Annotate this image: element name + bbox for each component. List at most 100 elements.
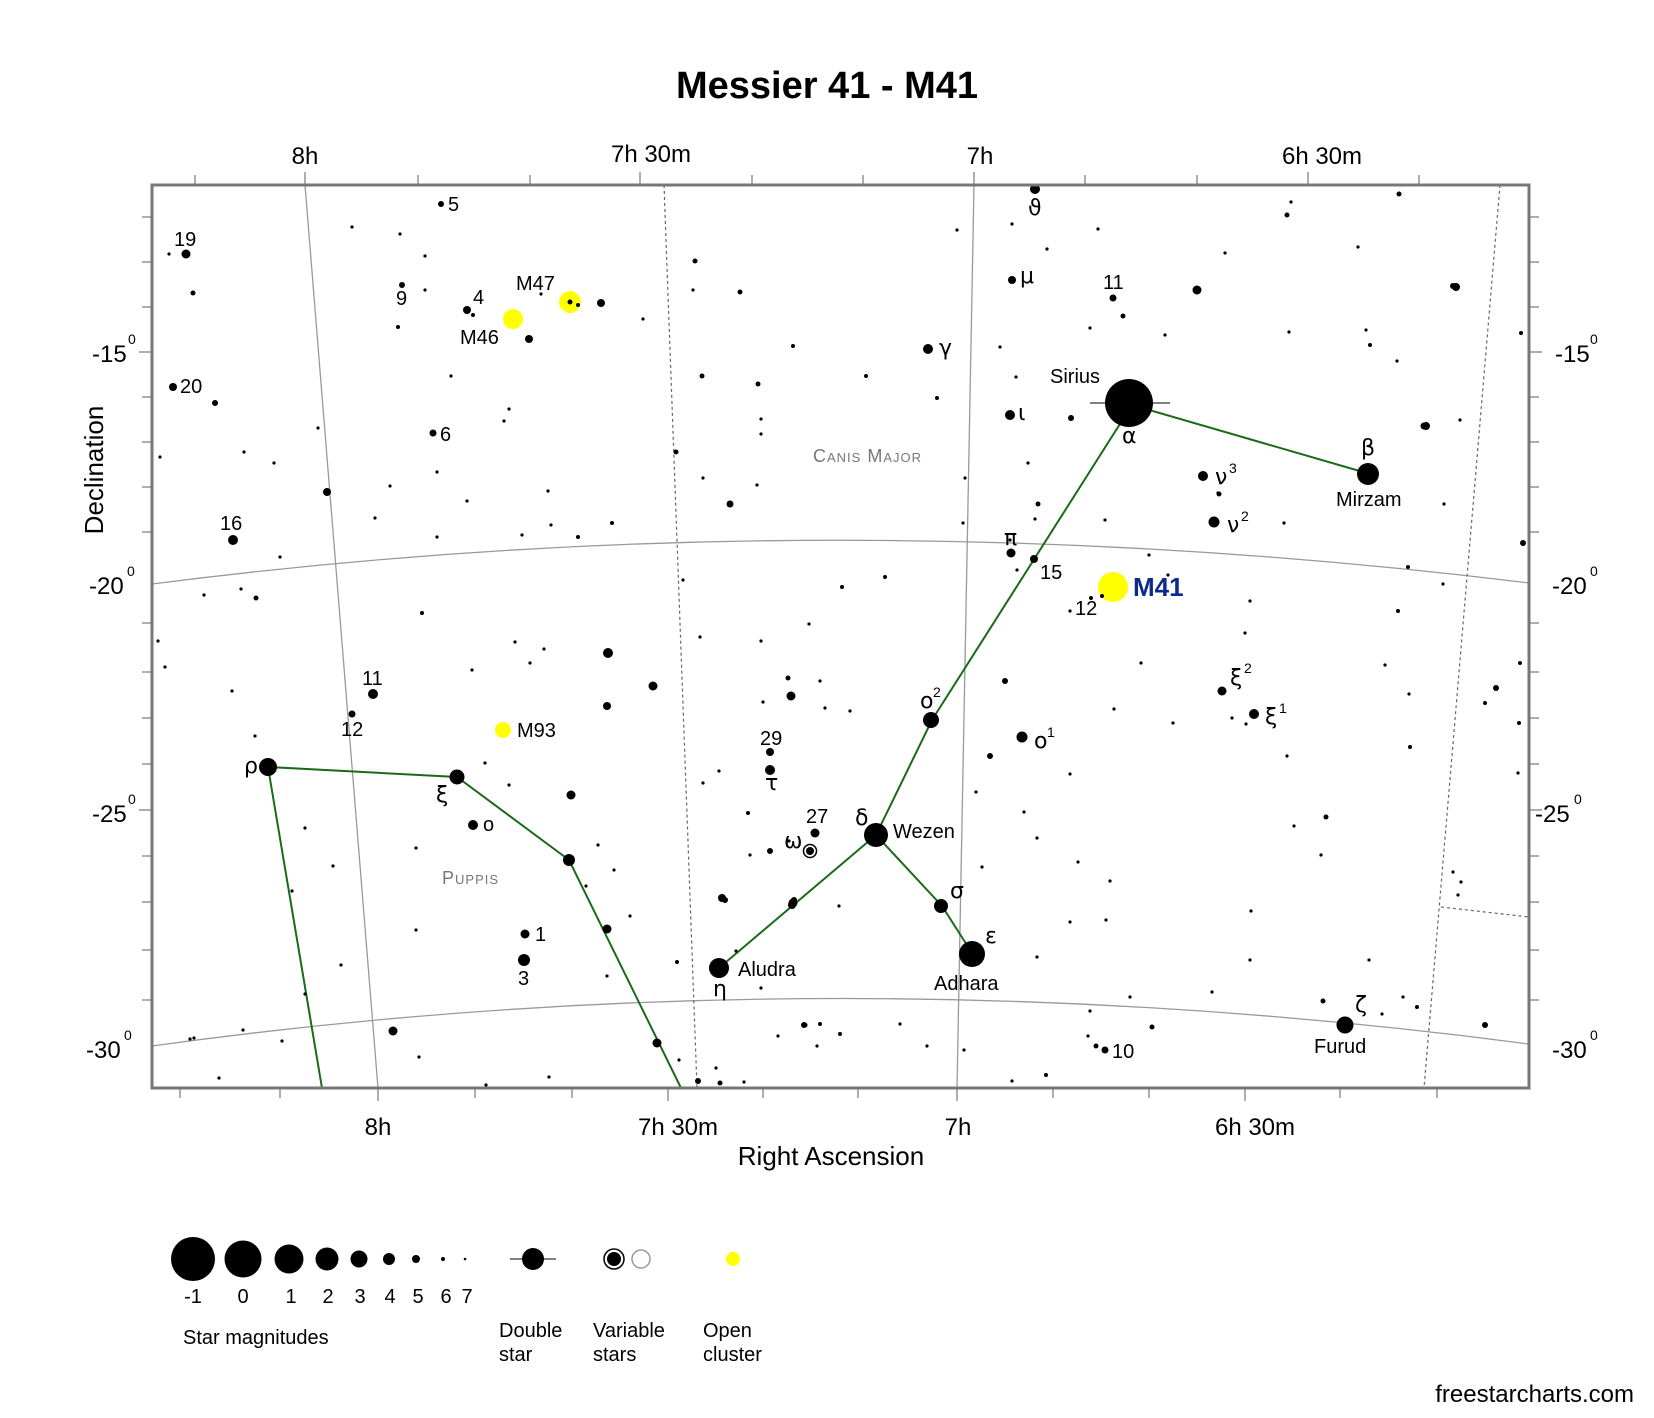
star-12-puppis — [348, 710, 356, 718]
label-eta: η — [713, 977, 727, 1002]
cluster-m46 — [503, 309, 523, 329]
dec-sup-m25-right: 0 — [1574, 791, 1582, 807]
label-theta: ϑ — [1028, 196, 1042, 221]
label-mu: μ — [1020, 264, 1034, 289]
canis-major-line-a — [718, 403, 1371, 969]
ra-top-label-7h: 7h — [967, 143, 994, 170]
label-sigma: σ — [950, 879, 964, 904]
legend-double-star-icon — [522, 1248, 544, 1270]
open-clusters — [495, 291, 1128, 738]
legend-variable-open — [631, 1249, 651, 1269]
label-adhara: Adhara — [934, 973, 999, 995]
star-theta — [1030, 185, 1040, 194]
label-5: 5 — [448, 194, 459, 216]
puppis-line-a — [266, 765, 682, 1088]
legend-mag-2 — [315, 1247, 339, 1271]
label-iota: ι — [1018, 401, 1025, 426]
label-15: 15 — [1040, 562, 1062, 584]
label-sirius: Sirius — [1050, 366, 1100, 388]
faint-stars — [156, 191, 1526, 1087]
legend-mag-1 — [274, 1244, 304, 1274]
ra-top-label-8h: 8h — [292, 143, 319, 170]
ra-line-7h — [956, 185, 975, 1088]
label-beta: β — [1361, 436, 1375, 461]
legend-mag-0 — [224, 1240, 262, 1278]
star-furud — [1336, 1016, 1354, 1034]
dec-label-m20-right: -20 — [1552, 573, 1587, 600]
legend-mag-5 — [412, 1255, 420, 1263]
label-puppis: Puppis — [442, 868, 499, 888]
star-15 — [1030, 555, 1038, 563]
legend-mag-label-1: 1 — [285, 1286, 296, 1308]
label-zeta: ζ — [1355, 993, 1367, 1018]
label-m93: M93 — [517, 720, 556, 742]
dec-labels-left: -15 0 -20 0 -25 0 -30 0 — [86, 331, 136, 1064]
dec-sup-m25-left: 0 — [128, 791, 136, 807]
star-16 — [228, 535, 238, 545]
star-rho — [259, 758, 277, 776]
bright-stars — [259, 379, 1379, 1048]
star-10 — [1101, 1046, 1109, 1054]
label-nu2: ν — [1227, 513, 1239, 538]
label-4: 4 — [473, 287, 484, 309]
ra-bottom-label-7h: 7h — [945, 1114, 972, 1141]
label-11-cma: 11 — [1103, 272, 1124, 294]
legend-open-cluster-icon — [726, 1252, 740, 1266]
star-m47-near — [597, 299, 605, 307]
star-11-cma — [1109, 294, 1117, 302]
dec-label-m30-left: -30 — [86, 1037, 121, 1064]
label-3: 3 — [518, 968, 529, 990]
dec-label-m25-left: -25 — [92, 801, 127, 828]
star-29 — [766, 748, 774, 756]
label-16: 16 — [220, 513, 242, 535]
star-20 — [169, 383, 177, 391]
legend-double-star-line2: star — [499, 1344, 533, 1366]
dec-sup-m30-left: 0 — [124, 1027, 132, 1043]
medium-stars — [169, 185, 1460, 1054]
star-mu — [1008, 276, 1016, 284]
label-9: 9 — [396, 288, 407, 310]
dec-line-30 — [152, 997, 1529, 1047]
dec-sup-m15-right: 0 — [1590, 331, 1598, 347]
legend-mag-7 — [463, 1257, 467, 1261]
legend-mag-3 — [350, 1250, 368, 1268]
label-xi1: ξ — [1265, 705, 1277, 730]
dec-label-m15-right: -15 — [1555, 341, 1590, 368]
constellation-boundaries — [663, 185, 1529, 1088]
star-3-puppis — [518, 954, 530, 966]
label-delta: δ — [855, 806, 868, 831]
label-27: 27 — [806, 806, 828, 828]
star-xi1 — [1249, 709, 1259, 719]
legend-open-cluster-line1: Open — [703, 1320, 752, 1342]
star-11-puppis — [368, 689, 378, 699]
label-omicron-puppis: o — [483, 814, 494, 836]
label-o2: ο — [920, 689, 933, 714]
legend-mag-label-5: 5 — [412, 1286, 423, 1308]
star-4 — [463, 306, 471, 314]
legend-mag-label-7: 7 — [461, 1286, 472, 1308]
legend-variable-line2: stars — [593, 1344, 636, 1366]
legend-mag-label-0: 0 — [237, 1286, 248, 1308]
label-o2-sup: 2 — [933, 684, 941, 700]
label-furud: Furud — [1314, 1036, 1366, 1058]
star-aludra — [709, 958, 729, 978]
star-nu3 — [1198, 471, 1208, 481]
label-o1: ο — [1034, 729, 1047, 754]
star-omicron-puppis — [468, 820, 478, 830]
star-mirzam — [1357, 463, 1379, 485]
star-o1 — [1016, 731, 1028, 743]
dec-label-m20-left: -20 — [89, 573, 124, 600]
grid-lines — [152, 185, 1529, 1088]
cluster-m41 — [1098, 572, 1128, 602]
legend-mag-6 — [441, 1257, 445, 1261]
label-nu3-sup: 3 — [1229, 460, 1237, 476]
ra-bottom-label-7h30m: 7h 30m — [638, 1114, 718, 1141]
star-nu2 — [1208, 516, 1220, 528]
cluster-m93 — [495, 722, 511, 738]
label-12: 12 — [1075, 598, 1097, 620]
legend-mag-label-3: 3 — [354, 1286, 365, 1308]
star-5 — [438, 201, 444, 207]
label-xi2-sup: 2 — [1244, 660, 1252, 676]
star-m46-near — [525, 335, 533, 343]
dec-sup-m20-right: 0 — [1590, 563, 1598, 579]
